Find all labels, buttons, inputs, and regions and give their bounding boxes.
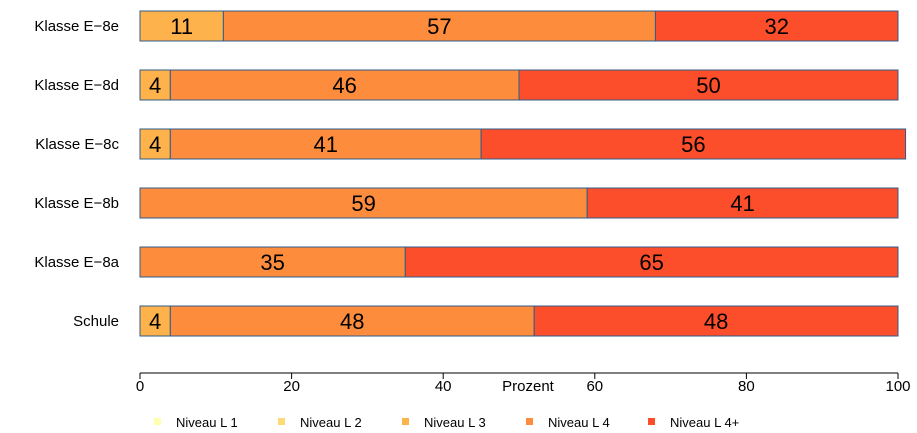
bar-value-label: 4 [149,132,161,157]
bar-segment [169,128,482,160]
bar-segment [480,128,907,160]
category-label: Schule [73,313,119,330]
x-tick-label: 60 [586,378,603,395]
bars-group: 11 57 32 4 46 50 4 41 56 59 41 35 65 4 48 48 [139,10,907,337]
category-labels: Klasse E−8e Klasse E−8d Klasse E−8c Klasse … [34,18,119,330]
bar-segment [404,246,899,278]
bar-value-label: 32 [764,14,788,39]
legend: Niveau L 1 Niveau L 2 Niveau L 3 Niveau L 4… [154,415,739,430]
x-tick-label: 0 [136,378,144,395]
legend-swatch [648,418,655,425]
legend-swatch [402,418,409,425]
bar-segment [222,10,656,42]
bar-value-label: 41 [730,191,754,216]
category-label: Klasse E−8d [34,77,119,94]
bar-value-label: 41 [313,132,337,157]
x-axis-title: Prozent [502,378,555,395]
bar-segment [139,305,171,337]
x-tick-label: 20 [283,378,300,395]
bar-value-label: 4 [149,73,161,98]
bar-value-label: 65 [639,250,663,275]
legend-label: Niveau L 1 [176,415,238,430]
bar-value-label: 46 [332,73,356,98]
legend-label: Niveau L 4+ [670,415,739,430]
category-label: Klasse E−8c [35,136,119,153]
x-tick-label: 40 [435,378,452,395]
bar-segment [654,10,899,42]
legend-label: Niveau L 3 [424,415,486,430]
bar-segment [139,10,224,42]
bar-value-label: 35 [260,250,284,275]
x-axis: Prozent 0 20 40 60 80 100 [136,372,911,395]
bar-value-label: 48 [340,309,364,334]
x-tick-label: 80 [738,378,755,395]
bar-value-label: 50 [696,73,720,98]
category-label: Klasse E−8a [34,254,119,271]
bar-value-label: 11 [170,14,193,39]
bar-value-label: 59 [351,191,375,216]
bar-segment [169,69,520,101]
bar-segment [518,69,899,101]
bar-segment [139,128,171,160]
bar-segment [586,187,899,219]
legend-label: Niveau L 2 [300,415,362,430]
category-label: Klasse E−8b [34,195,119,212]
legend-swatch [278,418,285,425]
bar-value-label: 4 [149,309,161,334]
legend-label: Niveau L 4 [548,415,610,430]
x-tick-label: 100 [885,378,910,395]
bar-segment [139,187,588,219]
bar-value-label: 48 [704,309,728,334]
legend-swatch [526,418,533,425]
bar-value-label: 57 [427,14,451,39]
bar-segment [533,305,899,337]
bar-value-label: 56 [681,132,705,157]
category-label: Klasse E−8e [34,18,119,35]
bar-segment [139,246,406,278]
legend-swatch [154,418,161,425]
